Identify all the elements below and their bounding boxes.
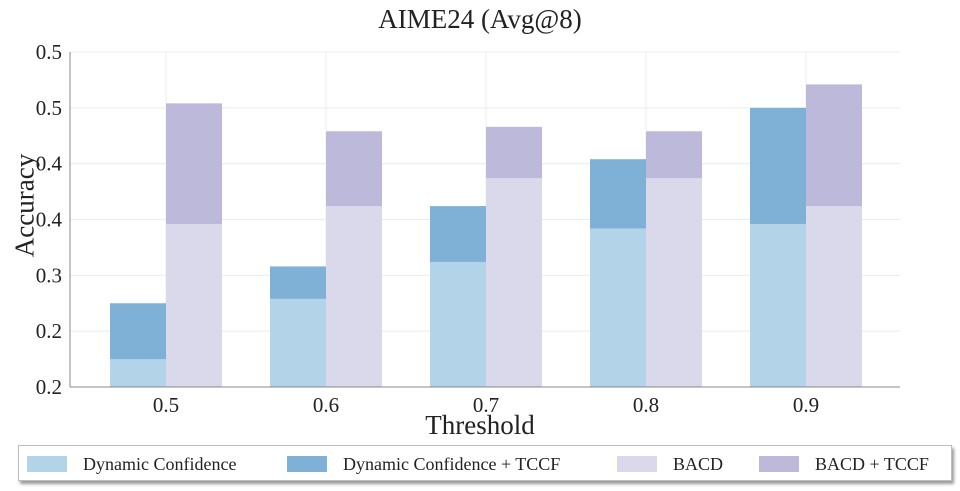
legend-label: Dynamic Confidence [83,453,237,474]
legend-label: Dynamic Confidence + TCCF [343,453,561,474]
y-axis-label: Accuracy [9,153,40,258]
legend-item-dynamic-confidence: Dynamic Confidence [27,453,236,475]
bar-bacd-0.7 [486,178,542,387]
y-tick-label: 0.3 [36,263,62,287]
y-tick-label: 0.5 [36,96,62,120]
bar-bacd-0.8 [646,178,702,387]
y-tick-label: 0.2 [36,375,62,399]
legend-label: BACD + TCCF [815,453,929,474]
bar-bacd-0.6 [326,206,382,387]
x-tick-label: 0.8 [633,393,659,417]
bar-dynamic-confidence-0.7 [430,261,486,387]
bar-dynamic-confidence-0.9 [750,223,806,387]
x-axis-label: Threshold [425,410,535,440]
legend: Dynamic Confidence Dynamic Confidence + … [18,445,952,481]
x-tick-label: 0.7 [473,393,499,417]
legend-label: BACD [673,453,724,474]
legend-item-bacd: BACD [617,453,723,475]
bar-dynamic-confidence-0.8 [590,228,646,387]
bars [110,84,862,388]
legend-item-bacd-tccf: BACD + TCCF [759,453,929,475]
axes [69,52,900,388]
bar-bacd-0.5 [166,223,222,387]
y-tick-label: 0.2 [36,319,62,343]
legend-swatch [759,456,799,472]
y-tick-label: 0.4 [36,208,63,232]
chart-title: AIME24 (Avg@8) [378,4,582,34]
legend-swatch [287,456,327,472]
x-tick-label: 0.6 [313,393,339,417]
legend-swatch [617,456,657,472]
bar-dynamic-confidence-0.6 [270,298,326,387]
bar-dynamic-confidence-0.5 [110,359,166,387]
bar-bacd-0.9 [806,206,862,387]
x-tick-label: 0.9 [793,393,819,417]
x-tick-label: 0.5 [153,393,179,417]
legend-swatch [27,456,67,472]
y-tick-label: 0.4 [36,152,63,176]
y-tick-label: 0.5 [36,40,62,64]
tick-labels: 0.2 0.2 0.3 0.4 0.4 0.5 0.5 0.5 0.6 0.7 0.8 0.9 [36,40,819,417]
legend-item-dynamic-confidence-tccf: Dynamic Confidence + TCCF [287,453,560,475]
